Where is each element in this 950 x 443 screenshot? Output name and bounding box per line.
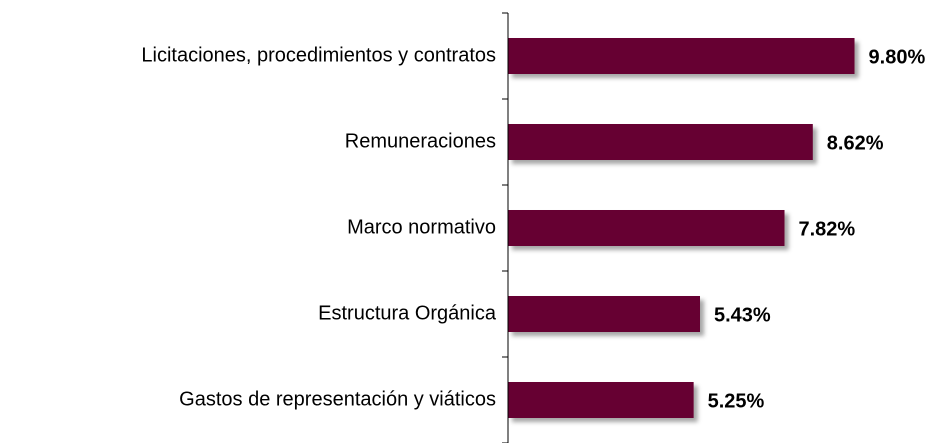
category-label: Licitaciones, procedimientos y contratos — [141, 44, 496, 66]
category-label: Estructura Orgánica — [318, 302, 497, 324]
bar — [508, 124, 813, 160]
category-label: Remuneraciones — [345, 130, 496, 152]
category-label: Marco normativo — [347, 216, 496, 238]
value-label: 5.25% — [708, 390, 765, 412]
value-label: 8.62% — [827, 132, 884, 154]
value-label: 5.43% — [714, 304, 771, 326]
category-label: Gastos de representación y viáticos — [179, 388, 496, 410]
value-label: 9.80% — [869, 46, 926, 68]
bar — [508, 38, 855, 74]
bar — [508, 382, 694, 418]
bar — [508, 296, 701, 332]
bar — [508, 210, 785, 246]
value-label: 7.82% — [799, 218, 856, 240]
